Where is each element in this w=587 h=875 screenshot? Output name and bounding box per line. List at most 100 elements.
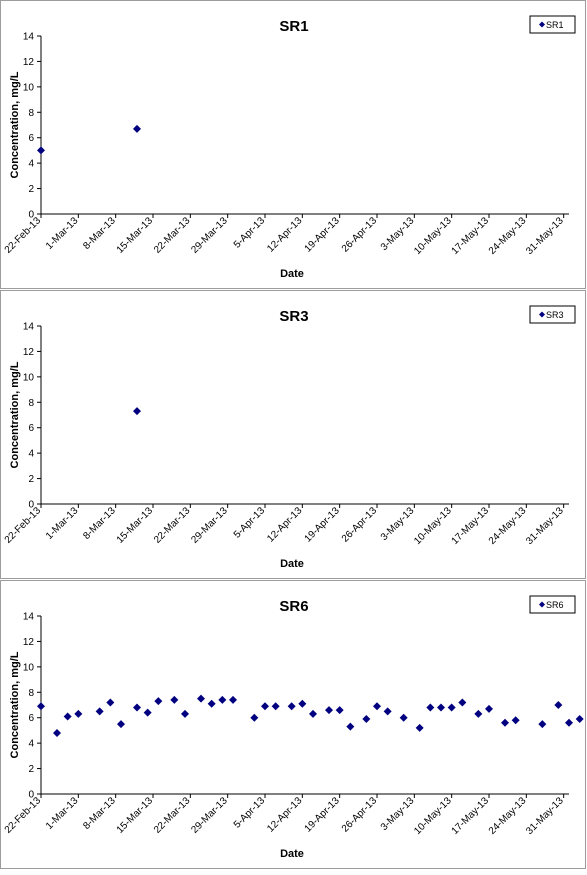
x-tick-label: 24-May-13	[487, 215, 529, 257]
x-tick-label: 10-May-13	[412, 505, 454, 547]
data-point	[415, 723, 424, 732]
data-point	[218, 695, 227, 704]
data-point	[309, 709, 317, 718]
legend-marker	[539, 311, 545, 318]
data-point	[229, 695, 237, 704]
chart-title: SR1	[279, 18, 308, 35]
data-point	[346, 722, 355, 731]
data-point	[287, 702, 296, 711]
x-tick-label: 29-Mar-13	[189, 505, 230, 546]
data-point	[373, 702, 381, 711]
data-point	[485, 704, 493, 713]
x-tick-label: 15-Mar-13	[115, 215, 156, 256]
x-tick-label: 22-Mar-13	[152, 795, 193, 836]
x-tick-label: 31-May-13	[524, 505, 566, 547]
x-axis-label: Date	[280, 848, 304, 860]
x-tick-label: 26-Apr-13	[340, 795, 380, 835]
data-point	[133, 124, 141, 133]
legend-label: SR3	[546, 310, 564, 320]
x-axis-label: Date	[280, 558, 304, 570]
x-tick-label: 19-Apr-13	[303, 215, 343, 255]
y-tick-label: 10	[23, 662, 35, 673]
x-tick-label: 10-May-13	[412, 215, 454, 257]
data-point	[154, 697, 163, 706]
y-tick-label: 10	[23, 82, 35, 93]
data-point	[565, 718, 573, 727]
legend-marker	[539, 21, 545, 28]
data-point	[143, 708, 152, 717]
data-point	[437, 703, 445, 712]
x-tick-label: 10-May-13	[412, 795, 454, 837]
data-point	[554, 701, 563, 709]
data-point	[181, 709, 189, 718]
x-tick-label: 29-Mar-13	[189, 795, 230, 836]
x-tick-label: 12-Apr-13	[265, 215, 305, 255]
legend-label: SR6	[546, 600, 564, 610]
y-tick-label: 8	[28, 398, 34, 409]
y-tick-label: 10	[23, 372, 35, 383]
y-axis-label: Concentration, mg/L	[9, 361, 21, 468]
x-tick-label: 15-Mar-13	[115, 505, 156, 546]
y-tick-label: 12	[23, 57, 35, 68]
chart-panel-sr1: SR1 0 2 4 6 8 10 12 14 22-Feb-13 1-Mar-13 8-Mar-13 1…	[0, 0, 586, 289]
y-axis-label: Concentration, mg/L	[9, 651, 21, 758]
x-tick-label: 19-Apr-13	[303, 505, 343, 545]
legend-box	[529, 15, 576, 34]
y-tick-label: 0	[28, 210, 34, 221]
x-tick-label: 31-May-13	[524, 215, 566, 257]
data-point	[53, 728, 61, 737]
data-point	[106, 698, 115, 707]
x-tick-label: 8-Mar-13	[81, 215, 118, 252]
x-tick-label: 5-Apr-13	[232, 215, 268, 251]
data-point	[383, 707, 392, 716]
y-tick-label: 4	[28, 739, 34, 750]
legend-box	[529, 595, 576, 614]
x-tick-label: 15-Mar-13	[115, 795, 156, 836]
data-point	[271, 702, 280, 711]
x-axis-label: Date	[280, 268, 304, 280]
x-tick-label: 5-Apr-13	[232, 505, 268, 541]
x-tick-label: 8-Mar-13	[81, 505, 118, 542]
y-axis-label: Concentration, mg/L	[9, 71, 21, 178]
data-point	[261, 702, 269, 711]
y-tick-label: 8	[28, 108, 34, 119]
data-point	[325, 706, 333, 715]
x-tick-label: 26-Apr-13	[340, 215, 380, 255]
y-tick-label: 14	[23, 322, 35, 333]
data-point	[426, 703, 435, 712]
x-tick-label: 3-May-13	[379, 215, 417, 253]
data-point	[74, 709, 83, 718]
y-tick-label: 14	[23, 32, 35, 43]
y-tick-label: 6	[28, 713, 34, 724]
x-tick-label: 22-Mar-13	[152, 215, 193, 256]
data-point	[362, 714, 371, 723]
data-point	[501, 718, 509, 727]
y-tick-label: 4	[28, 159, 34, 170]
x-tick-label: 17-May-13	[450, 505, 492, 547]
x-tick-label: 1-Mar-13	[44, 795, 81, 832]
data-point	[511, 716, 520, 725]
x-tick-label: 24-May-13	[487, 795, 529, 837]
y-tick-label: 0	[28, 790, 34, 801]
data-point	[298, 699, 307, 708]
y-tick-label: 8	[28, 688, 34, 699]
data-point	[170, 695, 179, 704]
y-tick-label: 2	[28, 764, 34, 775]
x-tick-label: 26-Apr-13	[340, 505, 380, 545]
x-tick-label: 19-Apr-13	[303, 795, 343, 835]
x-tick-label: 31-May-13	[524, 795, 566, 837]
y-tick-label: 4	[28, 449, 34, 460]
x-tick-label: 5-Apr-13	[232, 795, 268, 831]
legend-box	[529, 305, 576, 324]
data-point	[458, 698, 467, 707]
x-tick-label: 3-May-13	[379, 505, 417, 543]
y-tick-label: 6	[28, 423, 34, 434]
data-point	[399, 713, 408, 722]
data-point	[447, 703, 456, 712]
x-tick-label: 22-Mar-13	[152, 505, 193, 546]
data-point	[133, 703, 141, 712]
data-point	[335, 706, 344, 715]
data-point	[63, 712, 72, 721]
